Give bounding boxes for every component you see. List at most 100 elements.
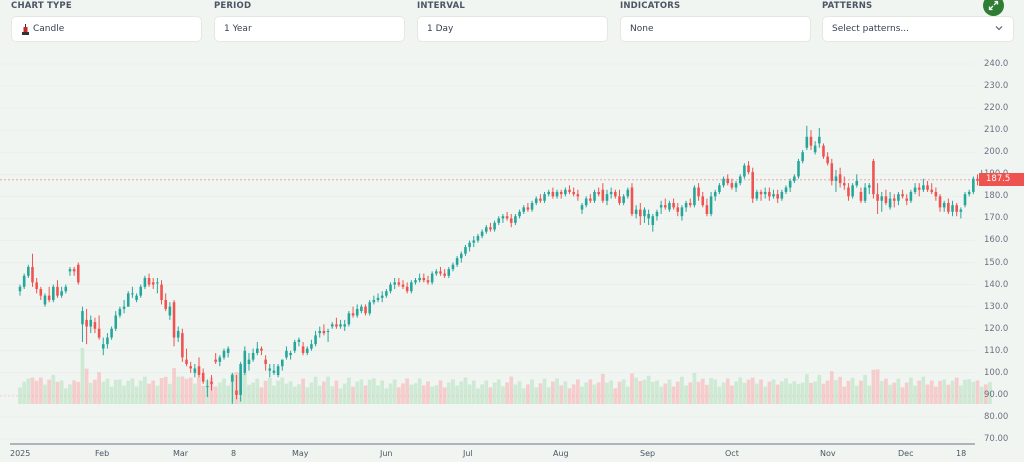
volume-bar xyxy=(546,387,551,404)
candle-body xyxy=(293,341,297,351)
candle-body xyxy=(534,198,538,203)
candle-body xyxy=(380,295,384,298)
volume-bar xyxy=(958,385,963,404)
volume-bar xyxy=(559,385,564,404)
volume-bar xyxy=(717,386,722,404)
candle-body xyxy=(539,198,542,201)
candle-body xyxy=(193,368,197,373)
candle-body xyxy=(526,207,530,210)
candle-body xyxy=(551,191,555,197)
candle-body xyxy=(276,366,280,376)
volume-bar xyxy=(155,385,160,404)
candle-body xyxy=(938,196,942,208)
volume-bar xyxy=(409,384,414,404)
candle-body xyxy=(301,346,305,353)
candle-body xyxy=(493,222,496,230)
volume-bar xyxy=(313,376,318,404)
period-select[interactable]: 1 Year xyxy=(214,16,405,42)
volume-bar xyxy=(521,388,526,404)
candle-body xyxy=(147,277,151,285)
candle-body xyxy=(922,185,925,190)
candle-body xyxy=(626,189,630,197)
volume-bar xyxy=(775,384,780,404)
candle-body xyxy=(93,322,97,329)
volume-bar xyxy=(97,372,101,404)
candle-body xyxy=(393,282,396,285)
candle-body xyxy=(430,273,434,283)
volume-bar xyxy=(401,383,405,404)
candle-body xyxy=(68,269,72,272)
candle-body xyxy=(668,202,671,210)
chart-type-select[interactable]: Candle xyxy=(11,16,202,42)
candle-body xyxy=(609,191,613,195)
candle-body xyxy=(343,324,347,327)
volume-bar xyxy=(513,384,518,404)
candle-body xyxy=(81,311,84,325)
candle-body xyxy=(222,350,226,358)
volume-bar xyxy=(809,382,813,404)
price-axis-label: 150.0 xyxy=(984,257,1009,268)
patterns-select[interactable]: Select patterns... xyxy=(822,16,1014,42)
candle-body xyxy=(310,344,313,349)
candle-body xyxy=(855,180,859,186)
expand-button[interactable] xyxy=(983,0,1004,16)
volume-bar xyxy=(563,381,568,404)
candle-body xyxy=(876,194,879,201)
candle-body xyxy=(942,202,946,208)
candle-body xyxy=(976,178,979,181)
volume-bar xyxy=(730,385,734,404)
volume-bar xyxy=(143,376,147,404)
candle-body xyxy=(318,330,322,334)
volume-bar xyxy=(188,377,193,404)
indicators-label: INDICATORS xyxy=(620,1,681,11)
chart-type-value: Candle xyxy=(33,24,65,34)
volume-bar xyxy=(921,376,926,404)
candle-body xyxy=(618,196,621,203)
volume-bar xyxy=(505,382,509,404)
candle-body xyxy=(872,161,875,195)
candle-body xyxy=(35,282,38,290)
volume-bar xyxy=(609,380,614,404)
volume-bar xyxy=(147,383,151,404)
volume-bar xyxy=(267,377,272,404)
candle-body xyxy=(672,202,675,208)
candle-body xyxy=(630,187,634,215)
interval-select[interactable]: 1 Day xyxy=(417,16,608,42)
candle-body xyxy=(272,370,276,373)
volume-bar xyxy=(675,381,680,404)
candle-body xyxy=(634,209,638,215)
time-axis-label: Nov xyxy=(820,449,836,458)
volume-bar xyxy=(571,384,576,404)
candle-body xyxy=(930,189,934,192)
volume-bar xyxy=(526,384,530,404)
volume-bar xyxy=(80,348,85,404)
candle-body xyxy=(705,205,709,215)
candle-body xyxy=(892,198,896,201)
candle-body xyxy=(734,183,738,188)
chart-type-label: CHART TYPE xyxy=(11,1,72,11)
indicators-select[interactable]: None xyxy=(620,16,811,42)
candle-body xyxy=(101,344,105,349)
volume-bar xyxy=(771,379,776,404)
volume-bar xyxy=(530,379,534,404)
candle-body xyxy=(788,180,792,188)
volume-bar xyxy=(825,380,830,404)
volume-bar xyxy=(105,378,110,404)
candle-body xyxy=(280,359,284,367)
candle-body xyxy=(568,189,571,192)
volume-bar xyxy=(417,378,422,404)
candle-body xyxy=(793,176,796,181)
price-axis-label: 120.0 xyxy=(984,323,1009,334)
candle-body xyxy=(285,350,288,358)
candle-body xyxy=(326,330,330,332)
candle-body xyxy=(851,185,854,197)
volume-bar xyxy=(451,379,455,404)
candle-body xyxy=(759,191,763,195)
time-axis-label: Dec xyxy=(898,449,914,458)
candle-body xyxy=(843,183,846,186)
candle-body xyxy=(530,202,534,210)
candle-body xyxy=(143,277,147,287)
price-axis-label: 220.0 xyxy=(984,103,1009,114)
volume-bar xyxy=(55,381,60,404)
